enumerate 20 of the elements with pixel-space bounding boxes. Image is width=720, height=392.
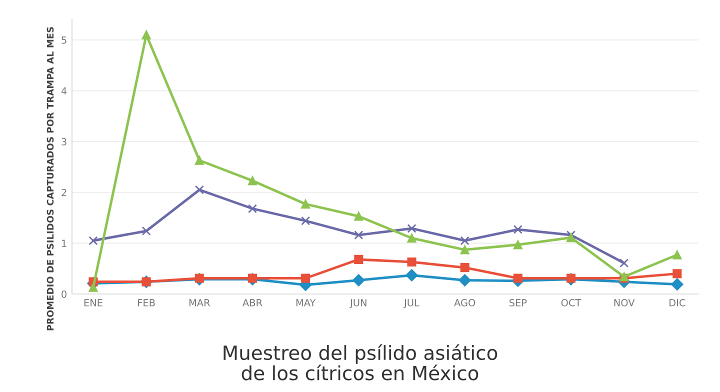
x-tick-label: JUN	[350, 299, 366, 308]
y-tick-label: 2	[62, 188, 66, 196]
x-tick-label: MAY	[296, 299, 316, 306]
x-tick-label: ENE	[84, 299, 102, 306]
y-axis-title: PROMEDIO DE PSILIDOS CAPTURADOS POR TRAMPA AL MES	[46, 27, 54, 330]
y-tick-label: 0	[62, 290, 66, 298]
x-tick-label: ABR	[242, 299, 262, 306]
x-tick-label: OCT	[561, 299, 582, 306]
x-tick-label: AGO	[454, 299, 476, 306]
text: Muestreo del psílido asiático de los cítricos en México	[224, 344, 498, 380]
x-tick-label: JUL	[404, 299, 420, 308]
x-tick-label: SEP	[509, 299, 527, 306]
x-tick-label: DIC	[670, 299, 686, 306]
x-tick-label: NOV	[614, 299, 635, 306]
y-tick-label: 4	[61, 87, 67, 94]
x-tick-label: MAR	[189, 299, 210, 306]
x-tick-label: FEB	[138, 299, 155, 306]
y-tick-label: 5	[62, 36, 66, 44]
y-tick-label: 1	[62, 240, 66, 247]
y-tick-label: 3	[62, 138, 66, 146]
